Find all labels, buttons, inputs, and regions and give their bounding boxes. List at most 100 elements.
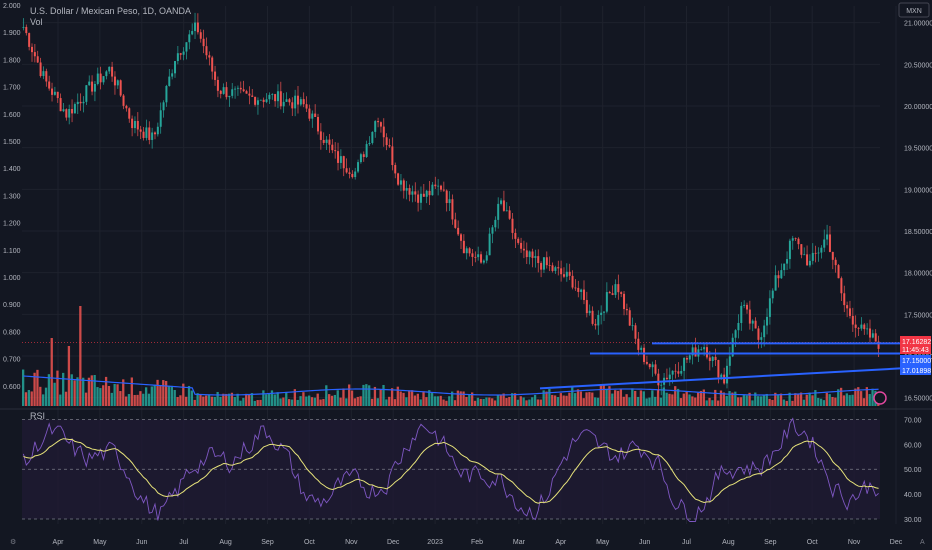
candle-body: [863, 324, 866, 330]
volume-bar: [316, 393, 319, 406]
candle-body: [748, 309, 751, 324]
volume-bar: [342, 388, 345, 406]
volume-bar: [116, 384, 119, 406]
volume-bar: [711, 400, 714, 406]
alert-icon[interactable]: [873, 391, 887, 405]
candle-body: [737, 322, 740, 331]
volume-bar: [473, 400, 477, 406]
candle-body: [820, 247, 823, 253]
candle-body: [480, 254, 483, 263]
y-tick-left: 1.500: [3, 139, 21, 146]
volume-bar: [596, 397, 600, 406]
candle-body: [325, 139, 328, 143]
volume-bar: [70, 374, 73, 406]
candle-body: [668, 374, 671, 380]
candle-body: [874, 333, 877, 342]
volume-bar: [390, 388, 394, 406]
volume-bar: [685, 391, 688, 406]
candle-body: [542, 257, 545, 270]
volume-bar: [751, 400, 754, 406]
candle-body: [216, 79, 219, 91]
volume-bar: [308, 395, 311, 406]
volume-bar: [102, 385, 105, 406]
candle-body: [214, 71, 217, 80]
volume-bar: [247, 394, 251, 406]
volume-bar: [144, 387, 148, 406]
volume-bar: [505, 398, 508, 406]
candle-body: [185, 42, 188, 52]
candle-body: [465, 248, 468, 254]
timezone-icon[interactable]: ⚙: [10, 538, 16, 546]
svg-text:11:45:43: 11:45:43: [902, 347, 929, 354]
y-tick-right: 21.00000: [904, 21, 932, 28]
candle-body: [471, 253, 474, 257]
candle-body: [548, 265, 551, 266]
volume-bar: [737, 397, 740, 406]
candle-body: [806, 254, 809, 266]
candle-body: [171, 73, 174, 77]
candle-body: [162, 102, 165, 111]
y-tick-left: 1.100: [3, 248, 21, 255]
auto-scale-icon[interactable]: A: [920, 539, 925, 546]
x-tick: May: [93, 539, 107, 546]
volume-bar: [565, 395, 568, 406]
volume-bar: [476, 397, 480, 406]
volume-bar: [179, 395, 182, 406]
volume-bar: [233, 397, 236, 406]
candle-body: [651, 364, 654, 368]
volume-bar: [325, 385, 328, 406]
y-tick-left: 1.000: [3, 275, 21, 282]
candle-body: [571, 275, 574, 288]
volume-bar: [817, 397, 820, 406]
volume-bar: [265, 394, 268, 406]
candle-body: [834, 259, 837, 266]
candle-body: [294, 95, 297, 109]
candle-body: [145, 127, 148, 138]
price-label-current: 17.16282 11:45:43: [900, 336, 931, 354]
volume-bar: [828, 394, 831, 406]
candle-body: [131, 118, 134, 129]
x-tick: Aug: [219, 539, 232, 546]
candle-body: [462, 240, 465, 254]
candle-body: [348, 172, 351, 174]
volume-bar: [456, 390, 460, 406]
volume-bar: [296, 399, 299, 406]
volume-bar: [253, 400, 256, 406]
candle-body: [48, 81, 51, 89]
candle-body: [62, 109, 65, 112]
candle-body: [345, 168, 348, 173]
candle-body: [359, 154, 362, 163]
candle-body: [274, 94, 277, 102]
volume-bar: [302, 392, 305, 406]
volume-bar: [488, 397, 491, 406]
volume-bar: [399, 391, 402, 406]
volume-bar: [142, 393, 145, 406]
volume-bar: [628, 397, 631, 406]
volume-bar: [405, 397, 408, 406]
candle-body: [51, 88, 54, 95]
candle-body: [757, 328, 760, 340]
x-tick: Apr: [555, 539, 567, 546]
candle-body: [582, 289, 585, 301]
volume-bar: [705, 400, 708, 406]
volume-bar: [794, 393, 797, 406]
volume-bar: [462, 391, 465, 406]
currency-badge[interactable]: [898, 2, 930, 18]
volume-bar: [259, 399, 262, 406]
volume-bar: [839, 387, 843, 406]
candle-body: [256, 100, 259, 105]
volume-bar: [104, 376, 108, 406]
candle-body: [534, 256, 537, 258]
candle-body: [511, 218, 514, 233]
svg-text:17.16282: 17.16282: [902, 339, 931, 346]
volume-bar: [376, 398, 379, 406]
volume-bar: [439, 395, 442, 406]
candle-body: [139, 129, 142, 132]
candle-body: [828, 234, 831, 252]
price-label-level-1: 17.15000: [900, 355, 931, 365]
candle-body: [577, 287, 580, 292]
volume-bar: [471, 392, 474, 406]
candle-body: [731, 337, 734, 357]
volume-bar: [862, 398, 866, 406]
